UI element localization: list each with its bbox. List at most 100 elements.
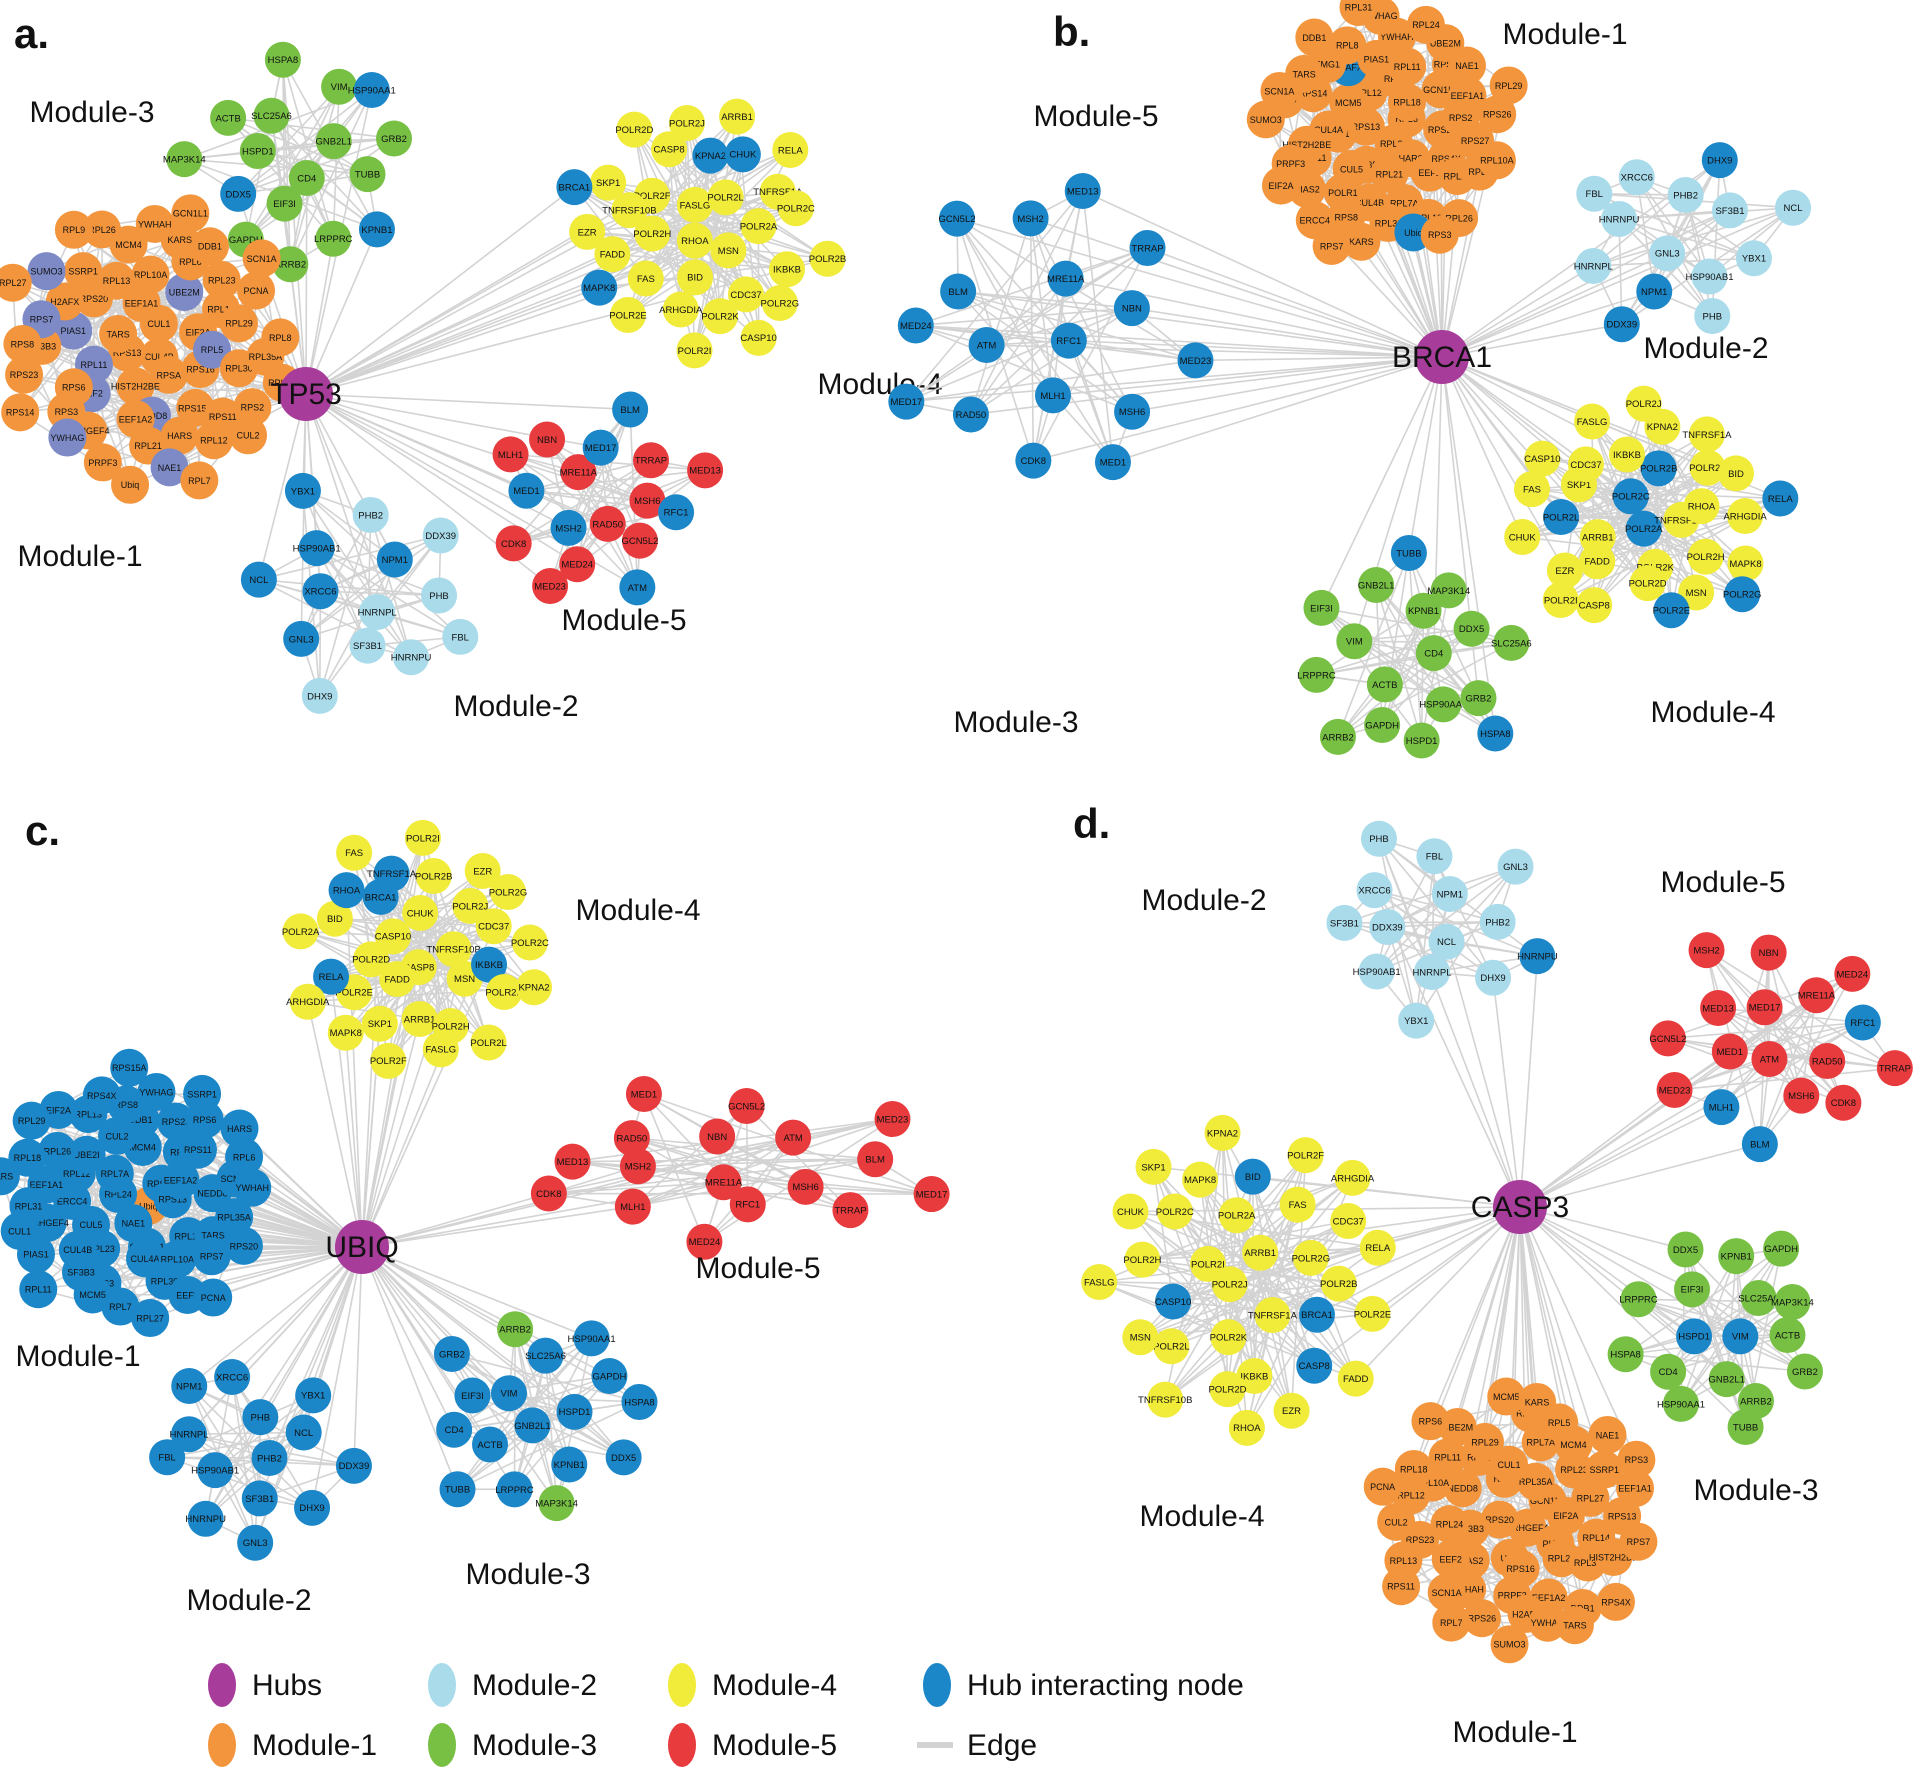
node-circle[interactable]: [178, 1130, 217, 1169]
node-circle[interactable]: [594, 236, 631, 273]
node-GAPDH[interactable]: GAPDH: [1763, 1230, 1800, 1267]
hub-circle[interactable]: [279, 367, 333, 421]
node-circle[interactable]: [1129, 229, 1166, 266]
node-circle[interactable]: [621, 522, 658, 559]
node-circle[interactable]: [82, 1076, 121, 1115]
node-SSRP1[interactable]: SSRP1: [183, 1074, 222, 1113]
node-RPL29[interactable]: RPL29: [12, 1101, 51, 1140]
node-ARRB2[interactable]: ARRB2: [497, 1311, 534, 1348]
node-RFC1[interactable]: RFC1: [1050, 322, 1087, 359]
node-circle[interactable]: [775, 1119, 812, 1156]
node-circle[interactable]: [1519, 938, 1556, 975]
node-POLR2C[interactable]: POLR2C: [1612, 478, 1650, 515]
node-circle[interactable]: [1460, 680, 1497, 717]
node-circle[interactable]: [710, 232, 747, 269]
node-MAPK8[interactable]: MAPK8: [327, 1014, 364, 1051]
node-circle[interactable]: [19, 1270, 58, 1309]
node-MED24[interactable]: MED24: [1834, 955, 1871, 992]
node-PCNA[interactable]: PCNA: [194, 1278, 233, 1317]
node-circle[interactable]: [1189, 1245, 1226, 1282]
node-circle[interactable]: [439, 1471, 476, 1508]
node-circle[interactable]: [1428, 1438, 1467, 1477]
node-RPL9[interactable]: RPL9: [54, 210, 93, 249]
node-circle[interactable]: [402, 894, 439, 931]
node-GRB2[interactable]: GRB2: [433, 1335, 470, 1372]
node-POLR2D[interactable]: POLR2D: [1629, 565, 1667, 602]
node-SLC25A6[interactable]: SLC25A6: [1491, 624, 1532, 661]
node-circle[interactable]: [1382, 1567, 1421, 1606]
node-RPS20[interactable]: RPS20: [224, 1226, 263, 1265]
node-circle[interactable]: [1296, 1347, 1333, 1384]
node-RPL23[interactable]: RPL23: [202, 260, 241, 299]
node-MSH2[interactable]: MSH2: [550, 509, 587, 546]
node-EIF3I[interactable]: EIF3I: [266, 185, 303, 222]
node-circle[interactable]: [122, 284, 161, 323]
node-circle[interactable]: [582, 429, 619, 466]
node-circle[interactable]: [968, 327, 1005, 364]
node-circle[interactable]: [298, 530, 335, 567]
node-circle[interactable]: [560, 454, 597, 491]
node-FASLG[interactable]: FASLG: [1574, 403, 1611, 440]
node-circle[interactable]: [676, 222, 713, 259]
node-FAS[interactable]: FAS: [1514, 471, 1551, 508]
node-circle[interactable]: [352, 496, 389, 533]
node-FASLG[interactable]: FASLG: [422, 1031, 459, 1068]
node-circle[interactable]: [302, 573, 339, 610]
node-circle[interactable]: [1708, 1361, 1745, 1398]
node-RPSA[interactable]: RPSA: [149, 355, 188, 394]
node-circle[interactable]: [1298, 1296, 1335, 1333]
node-FBL[interactable]: FBL: [1416, 838, 1453, 875]
node-circle[interactable]: [131, 255, 170, 294]
node-TUBB[interactable]: TUBB: [1727, 1408, 1764, 1445]
node-MSH6[interactable]: MSH6: [787, 1168, 824, 1205]
node-circle[interactable]: [614, 1188, 651, 1225]
node-circle[interactable]: [422, 517, 459, 554]
node-POLR2I[interactable]: POLR2I: [1189, 1245, 1226, 1282]
node-circle[interactable]: [67, 1135, 106, 1174]
hub-circle[interactable]: [335, 1220, 389, 1274]
node-POLR2D[interactable]: POLR2D: [352, 941, 390, 978]
node-MCM5[interactable]: MCM5: [1329, 83, 1368, 122]
node-LRPPRC[interactable]: LRPPRC: [1297, 656, 1336, 693]
node-MED24[interactable]: MED24: [559, 546, 596, 583]
node-IKBKB[interactable]: IKBKB: [471, 946, 508, 983]
node-circle[interactable]: [187, 1500, 224, 1537]
node-circle[interactable]: [166, 141, 203, 178]
node-POLR2K[interactable]: POLR2K: [1210, 1319, 1248, 1356]
node-circle[interactable]: [219, 304, 258, 343]
node-circle[interactable]: [240, 561, 277, 598]
node-circle[interactable]: [1388, 47, 1427, 86]
node-circle[interactable]: [857, 1141, 894, 1178]
node-circle[interactable]: [1377, 1502, 1416, 1541]
node-RPL7[interactable]: RPL7: [1432, 1603, 1471, 1642]
node-circle[interactable]: [1688, 932, 1725, 969]
node-RPL8[interactable]: RPL8: [1328, 26, 1367, 65]
node-circle[interactable]: [1228, 1409, 1265, 1446]
node-ARRB1[interactable]: ARRB1: [1242, 1234, 1279, 1271]
node-MED23[interactable]: MED23: [1177, 342, 1214, 379]
node-POLR2D[interactable]: POLR2D: [615, 111, 653, 148]
node-POLR2I[interactable]: POLR2I: [676, 332, 713, 369]
node-circle[interactable]: [233, 1168, 272, 1207]
node-circle[interactable]: [349, 627, 386, 664]
node-circle[interactable]: [1575, 247, 1612, 284]
node-circle[interactable]: [335, 1447, 372, 1484]
node-KPNB1[interactable]: KPNB1: [1405, 592, 1442, 629]
node-circle[interactable]: [554, 1143, 591, 1180]
node-circle[interactable]: [1034, 377, 1071, 414]
node-RPS8[interactable]: RPS8: [3, 324, 42, 363]
node-TNFRSF1A[interactable]: TNFRSF1A: [367, 855, 417, 892]
node-CD4[interactable]: CD4: [1415, 635, 1452, 672]
node-circle[interactable]: [150, 448, 189, 487]
node-circle[interactable]: [1260, 71, 1299, 110]
node-PCNA[interactable]: PCNA: [237, 271, 276, 310]
node-FAS[interactable]: FAS: [1279, 1186, 1316, 1223]
node-CASP10[interactable]: CASP10: [740, 319, 777, 356]
node-PHB[interactable]: PHB: [1694, 298, 1731, 335]
node-circle[interactable]: [404, 819, 441, 856]
node-BLM[interactable]: BLM: [612, 391, 649, 428]
node-circle[interactable]: [1339, 0, 1378, 27]
node-GRB2[interactable]: GRB2: [1460, 680, 1497, 717]
node-BLM[interactable]: BLM: [857, 1141, 894, 1178]
node-CUL1[interactable]: CUL1: [0, 1211, 39, 1250]
